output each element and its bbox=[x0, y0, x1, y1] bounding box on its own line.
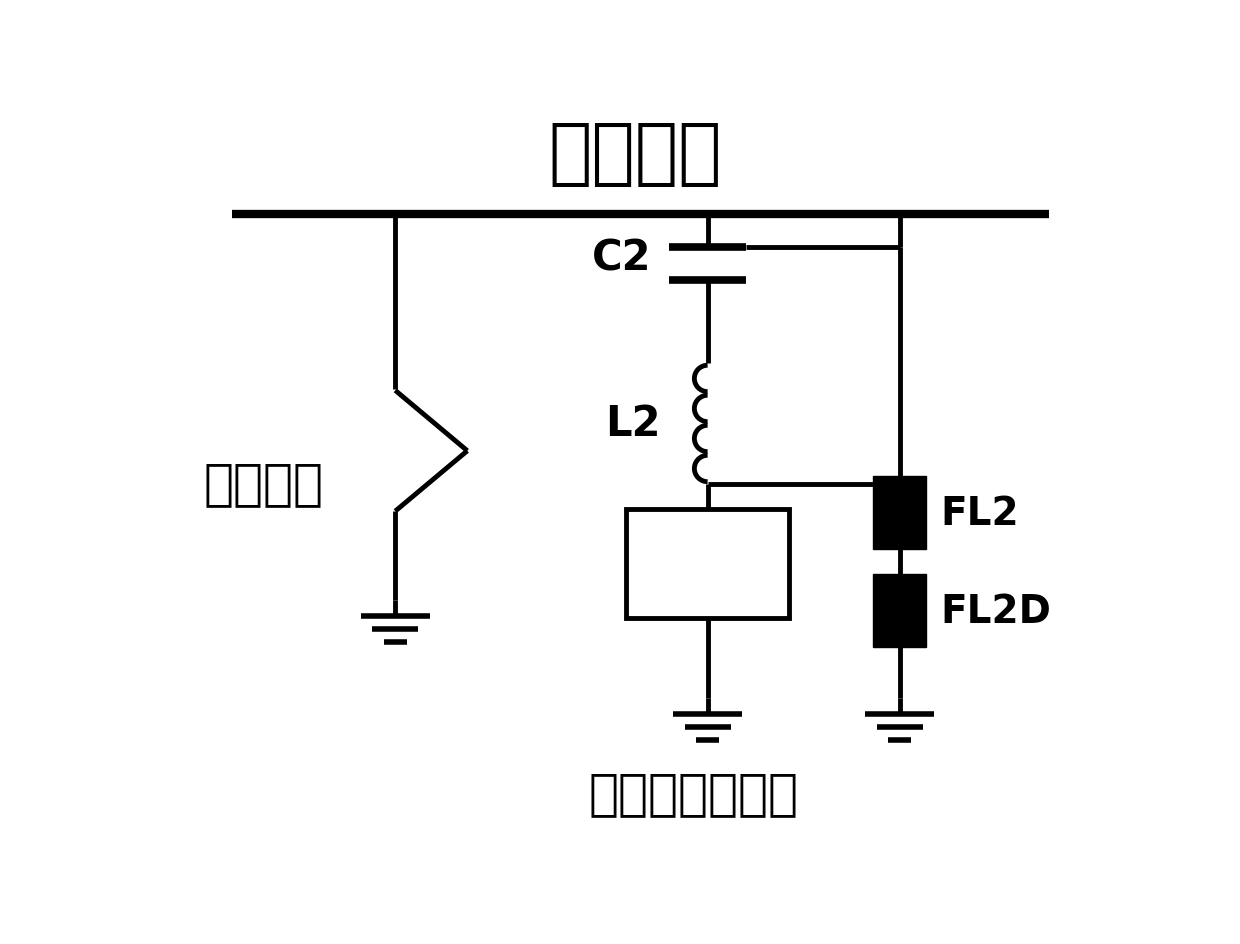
Bar bbox=[626, 510, 789, 618]
Text: L2: L2 bbox=[605, 403, 661, 445]
Text: 接地故障: 接地故障 bbox=[203, 460, 324, 508]
Text: FL2: FL2 bbox=[941, 494, 1019, 532]
Text: C2: C2 bbox=[593, 237, 652, 279]
Bar bbox=[873, 477, 926, 549]
Text: 注流回路滤波器: 注流回路滤波器 bbox=[588, 769, 799, 817]
Bar bbox=[873, 575, 926, 648]
Text: 中性母线: 中性母线 bbox=[549, 120, 722, 189]
Text: FL2D: FL2D bbox=[941, 592, 1052, 631]
